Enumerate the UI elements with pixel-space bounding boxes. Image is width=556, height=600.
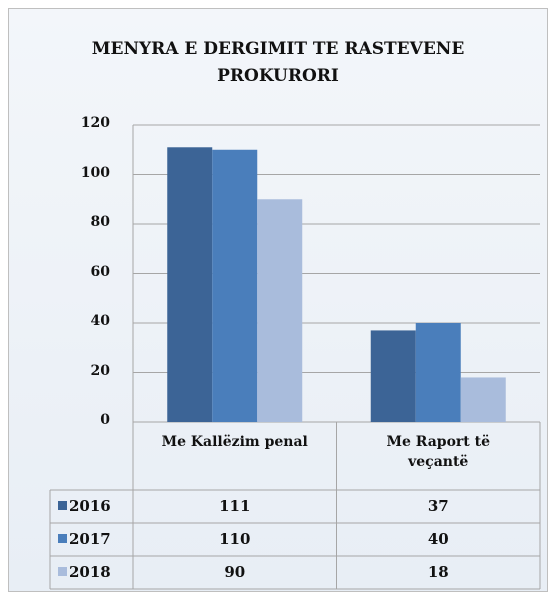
bar (212, 149, 258, 422)
y-tick-label: 0 (100, 412, 110, 428)
table-cell: 37 (427, 497, 449, 515)
legend-swatch (58, 567, 67, 576)
y-tick-label: 20 (90, 362, 110, 379)
legend-entry: 2018 (58, 563, 111, 581)
category-label: Me Kallëzim penal (161, 434, 308, 450)
legend-entry: 2016 (58, 497, 111, 515)
y-tick-label: 80 (90, 214, 110, 230)
y-tick-label: 120 (80, 115, 110, 131)
table-cell: 110 (219, 530, 251, 548)
y-tick-label: 100 (80, 164, 110, 181)
table-cell: 40 (427, 530, 449, 548)
bar (370, 330, 416, 422)
bar (460, 377, 506, 422)
legend-label: 2018 (69, 563, 111, 581)
y-tick-label: 40 (90, 313, 110, 329)
bar (257, 199, 303, 422)
bar (167, 147, 213, 422)
legend-label: 2016 (69, 497, 111, 515)
y-tick-label: 60 (90, 263, 110, 280)
legend-swatch (58, 501, 67, 510)
legend-swatch (58, 534, 67, 543)
legend-label: 2017 (69, 530, 111, 548)
bar (415, 323, 461, 422)
table-cell: 90 (224, 563, 246, 581)
legend-entry: 2017 (58, 530, 111, 548)
table-cell: 18 (427, 563, 449, 581)
table-cell: 111 (219, 497, 251, 515)
category-label: Me Raport të veçantë (386, 434, 491, 470)
chart-title: MENYRA E DERGIMIT TE RASTEVENE PROKURORI (91, 39, 465, 86)
